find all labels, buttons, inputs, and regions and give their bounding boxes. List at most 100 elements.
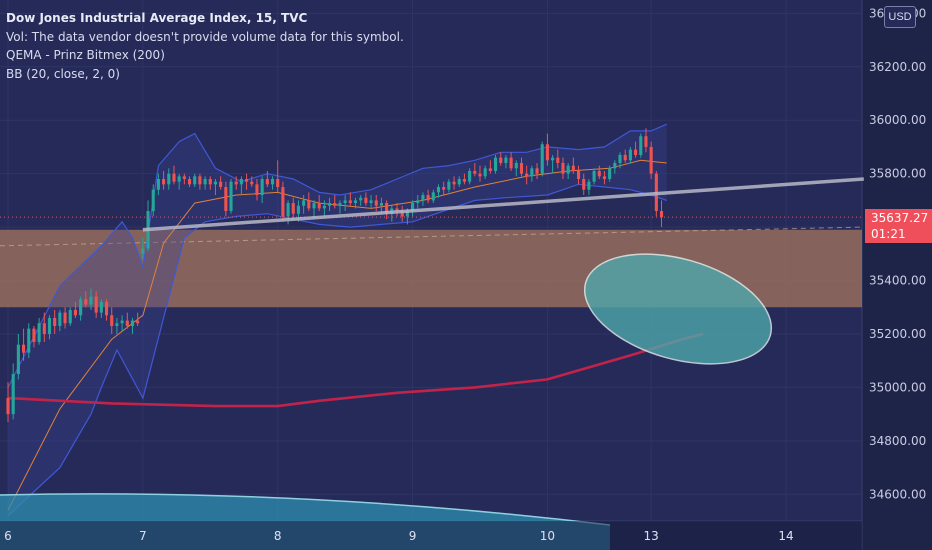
candle-body (343, 200, 347, 204)
candle-body (286, 203, 290, 217)
candle-body (411, 203, 415, 212)
candle-body (130, 320, 135, 326)
volume-indicator-label[interactable]: Vol: The data vendor doesn't provide vol… (6, 29, 404, 44)
last-price-value: 35637.27 (871, 211, 929, 225)
candle-body (623, 154, 627, 161)
candle-body (37, 323, 41, 342)
candle-body (333, 203, 337, 206)
candle-body (426, 195, 430, 201)
candle-body (468, 170, 472, 182)
price-tick-label: 36000.00 (869, 113, 926, 127)
candle-body (436, 187, 441, 193)
candle-body (639, 136, 643, 155)
candle-body (110, 315, 114, 326)
candle-body (405, 211, 409, 217)
candle-body (73, 309, 77, 316)
candle-body (540, 144, 544, 174)
candle-body (571, 165, 575, 171)
candle-body (483, 168, 487, 177)
candle-body (63, 312, 67, 324)
candle-body (47, 317, 52, 334)
candle-body (136, 320, 140, 324)
candle-body (125, 320, 129, 326)
candle-body (442, 187, 446, 190)
price-tick-label: 34600.00 (869, 487, 926, 501)
candle-body (27, 328, 31, 353)
candle-body (115, 323, 119, 326)
candle-body (151, 189, 155, 212)
time-tick-label-front: 7 (139, 529, 147, 543)
candle-body (353, 200, 358, 204)
candle-body (488, 168, 492, 171)
candle-body (649, 146, 653, 174)
currency-button[interactable]: USD (884, 6, 916, 28)
candle-body (198, 176, 202, 185)
candle-body (400, 211, 404, 217)
candle-body (618, 154, 622, 163)
candle-body (245, 179, 249, 182)
candle-body (587, 181, 591, 190)
bollinger-indicator-label[interactable]: BB (20, close, 2, 0) (6, 66, 120, 81)
candle-body (493, 157, 498, 171)
candle-body (89, 296, 93, 305)
price-tick-label: 35200.00 (869, 327, 926, 341)
candle-body (359, 197, 363, 201)
candle-body (602, 176, 607, 180)
time-tick-label-front: 10 (540, 529, 555, 543)
candle-body (452, 181, 456, 185)
candles (0, 128, 862, 423)
candle-body (250, 181, 254, 185)
symbol-title[interactable]: Dow Jones Industrial Average Index, 15, … (6, 11, 308, 25)
price-tick-label: 35800.00 (869, 167, 926, 181)
candle-body (447, 181, 451, 190)
candle-body (556, 157, 560, 163)
candle-body (193, 176, 197, 185)
candle-body (312, 203, 316, 209)
candle-body (120, 320, 124, 324)
candle-body (224, 187, 228, 212)
bollinger-fill (8, 124, 667, 516)
candle-body (628, 149, 632, 161)
candle-body (317, 203, 321, 209)
candle-body (177, 176, 181, 182)
candle-body (322, 205, 326, 209)
candle-body (302, 200, 306, 206)
candle-body (239, 179, 243, 185)
candle-body (364, 197, 368, 204)
candle-body (213, 181, 218, 185)
candle-body (53, 317, 57, 326)
price-tick-label: 35400.00 (869, 274, 926, 288)
candle-body (457, 179, 461, 185)
candle-body (379, 203, 383, 206)
candle-body (374, 200, 378, 206)
candle-body (608, 168, 612, 180)
candle-body (431, 192, 435, 201)
candle-body (167, 173, 171, 185)
trendline (142, 177, 864, 232)
candle-body (255, 184, 259, 196)
candle-body (385, 203, 389, 214)
candle-body (530, 168, 534, 177)
candle-body (260, 179, 264, 196)
candle-body (16, 344, 20, 375)
candle-body (504, 157, 508, 163)
candle-body (613, 162, 617, 169)
candle-body (276, 179, 280, 188)
price-tick-label: 35000.00 (869, 380, 926, 394)
candle-body (208, 179, 212, 185)
qema-indicator-label[interactable]: QEMA - Prinz Bitmex (200) (6, 48, 165, 62)
candle-body (582, 179, 586, 190)
candle-body (307, 200, 311, 209)
candle-body (421, 195, 425, 201)
candle-body (514, 162, 518, 169)
candle-body (644, 136, 648, 147)
time-axis-overlay (0, 521, 862, 550)
candle-body (416, 200, 420, 204)
candle-body (265, 179, 269, 185)
candle-body (509, 157, 513, 169)
candle-body (525, 173, 529, 177)
candle-body (156, 179, 160, 190)
candle-body (566, 165, 570, 174)
